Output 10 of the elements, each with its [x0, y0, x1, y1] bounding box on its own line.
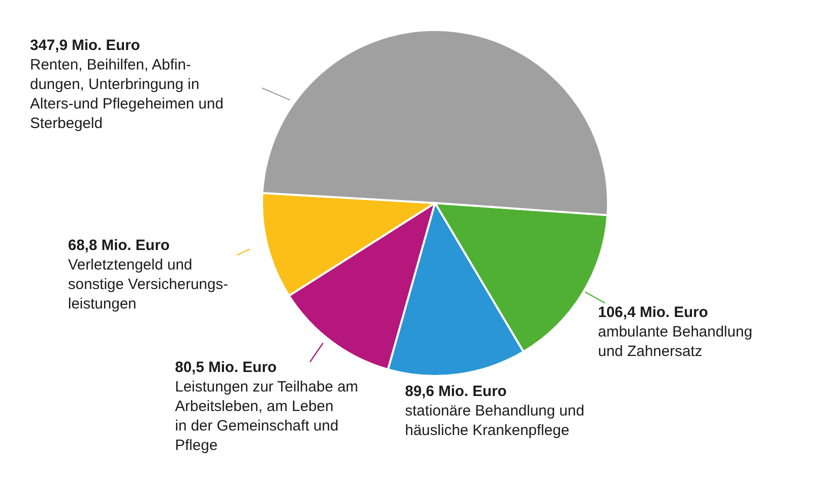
data-label: 347,9 Mio. Euro	[30, 37, 140, 54]
slice-label: Leistungen zur Teilhabe am Arbeitsleben, am Leben in der Gemeinschaft und Pflege	[175, 378, 358, 454]
data-label: 80,5 Mio. Euro	[175, 359, 277, 376]
slice-label: Verletztengeld und sonstige Versicherungs- leistungen	[68, 256, 228, 312]
slice-label: stationäre Behandlung und häusliche Krankenpflege	[405, 402, 584, 439]
data-label: 106,4 Mio. Euro	[598, 304, 708, 321]
slice-label: Renten, Beihilfen, Abfin- dungen, Unterbringung in Alters-und Pflegeheimen und Sterbegeld	[30, 56, 224, 132]
slice-label: ambulante Behandlung und Zahnersatz	[598, 324, 752, 360]
data-label: 89,6 Mio. Euro	[405, 383, 507, 400]
data-label: 68,8 Mio. Euro	[68, 237, 170, 254]
